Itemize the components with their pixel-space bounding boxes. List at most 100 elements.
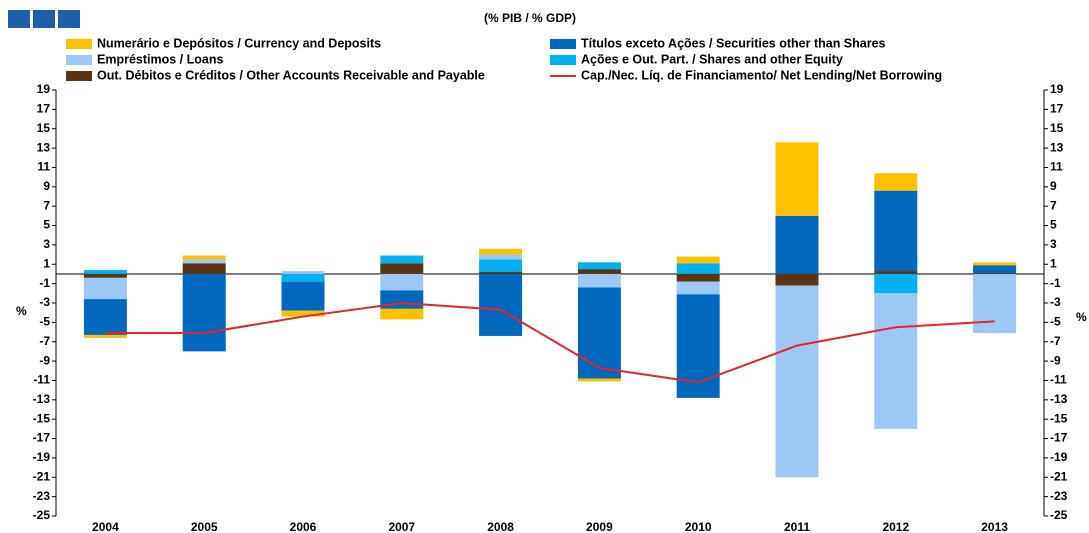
y2-tick-label: 17 <box>1050 102 1064 116</box>
y2-tick-label: 19 <box>1050 82 1064 96</box>
y-tick-label: -7 <box>39 334 50 348</box>
bar-segment <box>874 173 918 191</box>
y-tick-label: -17 <box>33 431 51 445</box>
y2-tick-label: -5 <box>1050 315 1061 329</box>
bar-segment <box>874 293 918 429</box>
y-tick-label: -23 <box>33 489 51 503</box>
y-tick-label: 9 <box>43 179 50 193</box>
y-tick-label: -9 <box>39 353 50 367</box>
y2-tick-label: -9 <box>1050 353 1061 367</box>
y-tick-label: 1 <box>43 256 50 270</box>
legend-swatch <box>550 55 576 65</box>
y2-tick-label: -1 <box>1050 276 1061 290</box>
bar-segment <box>479 254 523 260</box>
bar-segment <box>479 248 523 255</box>
y-tick-label: 11 <box>37 160 50 174</box>
x-tick-label: 2006 <box>290 520 317 533</box>
bar-segment <box>281 271 325 274</box>
bar-segment <box>83 273 127 278</box>
y2-tick-label: 13 <box>1050 140 1064 154</box>
legend-swatch <box>66 71 92 81</box>
y2-tick-label: 15 <box>1050 121 1064 135</box>
x-tick-label: 2005 <box>191 520 218 533</box>
bar-segment <box>577 287 621 379</box>
bar-segment <box>874 271 918 274</box>
legend-label: Cap./Nec. Líq. de Financiamento/ Net Len… <box>581 68 942 82</box>
bar-segment <box>479 272 523 274</box>
y2-tick-label: 1 <box>1050 256 1057 270</box>
legend-swatch <box>66 39 92 49</box>
bar-segment <box>182 273 226 352</box>
bar-segment <box>577 378 621 382</box>
bar-segment <box>479 273 523 336</box>
y2-tick-label: -7 <box>1050 334 1061 348</box>
bar-segment <box>676 256 720 264</box>
bar-segment <box>874 190 918 272</box>
x-tick-label: 2010 <box>685 520 712 533</box>
x-tick-label: 2011 <box>784 520 810 533</box>
bar-segment <box>676 273 720 282</box>
x-tick-label: 2009 <box>586 520 613 533</box>
x-tick-label: 2008 <box>487 520 514 533</box>
bar-segment <box>83 270 127 274</box>
bar-segment <box>577 262 621 270</box>
bar-segment <box>676 263 720 274</box>
y2-tick-label: -25 <box>1050 508 1068 522</box>
y-tick-label: 13 <box>37 140 51 154</box>
bar-segment <box>182 263 226 274</box>
bar-segment <box>577 273 621 288</box>
y2-tick-label: 3 <box>1050 237 1057 251</box>
bar-segment <box>973 273 1017 334</box>
legend-swatch <box>66 55 92 65</box>
bar-segment <box>83 334 127 338</box>
x-tick-label: 2007 <box>388 520 415 533</box>
legend-label: Empréstimos / Loans <box>97 52 223 66</box>
y2-tick-label: -15 <box>1050 411 1068 425</box>
y-tick-label: -15 <box>33 411 51 425</box>
logo-block <box>33 10 55 28</box>
bar-segment <box>83 299 127 335</box>
bar-segment <box>380 263 424 274</box>
y2-tick-label: 11 <box>1050 160 1063 174</box>
x-tick-label: 2013 <box>981 520 1008 533</box>
y2-tick-label: 7 <box>1050 198 1057 212</box>
y-axis-label: % <box>16 304 27 318</box>
bar-segment <box>973 262 1017 266</box>
logo-block <box>8 10 30 28</box>
y-tick-label: -25 <box>33 508 51 522</box>
bar-segment <box>676 281 720 295</box>
y2-tick-label: 9 <box>1050 179 1057 193</box>
chart-title: (% PIB / % GDP) <box>484 11 576 25</box>
y2-tick-label: -19 <box>1050 450 1068 464</box>
bar-segment <box>577 269 621 274</box>
legend-label: Numerário e Depósitos / Currency and Dep… <box>97 36 381 50</box>
bar-segment <box>83 277 127 300</box>
bar-segment <box>775 142 819 216</box>
y2-tick-label: 5 <box>1050 218 1057 232</box>
y-tick-label: 19 <box>37 82 51 96</box>
legend-label: Títulos exceto Ações / Securities other … <box>581 36 886 50</box>
bar-segment <box>380 255 424 264</box>
y-tick-label: 3 <box>43 237 50 251</box>
bar-segment <box>182 259 226 264</box>
y-tick-label: 5 <box>43 218 50 232</box>
line-series <box>105 301 995 384</box>
bar-segment <box>479 259 523 273</box>
y2-axis-label: % <box>1076 310 1087 324</box>
bar-segment <box>380 308 424 320</box>
bar-segment <box>775 215 819 274</box>
y2-tick-label: -23 <box>1050 489 1068 503</box>
bar-segment <box>281 310 325 317</box>
y2-tick-label: -21 <box>1050 469 1068 483</box>
y-tick-label: -5 <box>39 315 50 329</box>
y-tick-label: 7 <box>43 198 50 212</box>
legend-swatch <box>550 39 576 49</box>
y2-tick-label: -13 <box>1050 392 1068 406</box>
bar-segment <box>973 265 1017 273</box>
legend-label: Out. Débitos e Créditos / Other Accounts… <box>97 68 485 82</box>
bar-segment <box>874 273 918 294</box>
x-tick-label: 2004 <box>92 520 119 533</box>
y2-tick-label: -11 <box>1050 373 1067 387</box>
y-tick-label: -1 <box>39 276 50 290</box>
